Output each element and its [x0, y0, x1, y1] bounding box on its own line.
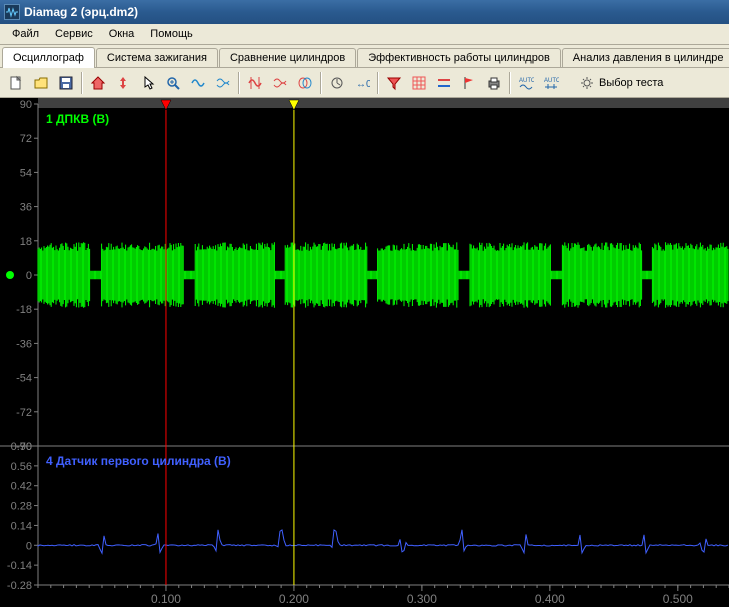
svg-text:-0.14: -0.14: [7, 560, 32, 572]
hcursors-button[interactable]: [432, 71, 456, 95]
toolbar-separator: [238, 72, 240, 94]
svg-text:90: 90: [20, 99, 32, 111]
svg-text:18: 18: [20, 236, 32, 248]
svg-text:0: 0: [26, 270, 32, 282]
pointer-button[interactable]: [136, 71, 160, 95]
tab-oscillograph[interactable]: Осциллограф: [2, 47, 95, 68]
menu-service[interactable]: Сервис: [47, 26, 101, 42]
svg-text:0.42: 0.42: [11, 481, 32, 493]
svg-text:-72: -72: [16, 407, 32, 419]
select-test-label: Выбор теста: [599, 77, 663, 89]
svg-text:-36: -36: [16, 338, 32, 350]
svg-text:54: 54: [20, 167, 32, 179]
wave1-button[interactable]: [186, 71, 210, 95]
menu-windows[interactable]: Окна: [101, 26, 143, 42]
svg-text:-0.28: -0.28: [7, 580, 32, 592]
svg-text:0.70: 0.70: [11, 441, 32, 453]
select-test-button[interactable]: Выбор теста: [572, 72, 670, 94]
fit-vertical-button[interactable]: [111, 71, 135, 95]
toolbar-separator: [320, 72, 322, 94]
svg-text:0.400: 0.400: [535, 592, 565, 606]
home-button[interactable]: [86, 71, 110, 95]
window-title: Diamag 2 (эрц.dm2): [24, 5, 138, 19]
toolbar: ↔0 AUTO AUTO Выбор теста: [0, 68, 729, 98]
svg-text:AUTO: AUTO: [519, 78, 534, 84]
menu-bar: Файл Сервис Окна Помощь: [0, 24, 729, 45]
app-icon: [4, 4, 20, 20]
wave2-button[interactable]: [211, 71, 235, 95]
menu-help[interactable]: Помощь: [142, 26, 201, 42]
cursor-a-button[interactable]: [243, 71, 267, 95]
toolbar-separator: [81, 72, 83, 94]
auto1-button[interactable]: AUTO: [514, 71, 538, 95]
title-bar: Diamag 2 (эрц.dm2): [0, 0, 729, 24]
save-button[interactable]: [54, 71, 78, 95]
svg-text:36: 36: [20, 202, 32, 214]
new-button[interactable]: [4, 71, 28, 95]
svg-text:-54: -54: [16, 373, 32, 385]
gear-icon: [579, 75, 595, 91]
toolbar-separator: [509, 72, 511, 94]
filter-button[interactable]: [382, 71, 406, 95]
open-button[interactable]: [29, 71, 53, 95]
svg-text:72: 72: [20, 133, 32, 145]
svg-text:AUTO: AUTO: [544, 78, 559, 84]
grid-button[interactable]: [407, 71, 431, 95]
svg-text:0.300: 0.300: [407, 592, 437, 606]
svg-text:0.14: 0.14: [11, 520, 32, 532]
channel-4-label: 4 Датчик первого цилиндра (В): [46, 454, 231, 468]
svg-text:0.500: 0.500: [663, 592, 693, 606]
tab-ignition[interactable]: Система зажигания: [96, 48, 218, 67]
channel-1-label: 1 ДПКВ (В): [46, 112, 109, 126]
oscilloscope-view[interactable]: -90-72-54-36-1801836547290-0.28-0.1400.1…: [0, 98, 729, 607]
auto2-button[interactable]: AUTO: [539, 71, 563, 95]
tab-pressure[interactable]: Анализ давления в цилиндре: [562, 48, 729, 67]
zero-button[interactable]: ↔0: [350, 71, 374, 95]
tab-cylcompare[interactable]: Сравнение цилиндров: [219, 48, 356, 67]
tab-bar: Осциллограф Система зажигания Сравнение …: [0, 45, 729, 68]
svg-text:0.56: 0.56: [11, 461, 32, 473]
svg-text:-18: -18: [16, 304, 32, 316]
ruler-button[interactable]: [325, 71, 349, 95]
zoom-button[interactable]: [161, 71, 185, 95]
cursor-b-button[interactable]: [268, 71, 292, 95]
tab-cyleff[interactable]: Эффективность работы цилиндров: [357, 48, 561, 67]
svg-text:0: 0: [26, 540, 32, 552]
flag-button[interactable]: [457, 71, 481, 95]
svg-text:↔0: ↔0: [356, 79, 370, 90]
overlay-button[interactable]: [293, 71, 317, 95]
toolbar-separator: [377, 72, 379, 94]
menu-file[interactable]: Файл: [4, 26, 47, 42]
svg-text:0.200: 0.200: [279, 592, 309, 606]
svg-text:0.100: 0.100: [151, 592, 181, 606]
svg-text:0.28: 0.28: [11, 501, 32, 513]
print-button[interactable]: [482, 71, 506, 95]
